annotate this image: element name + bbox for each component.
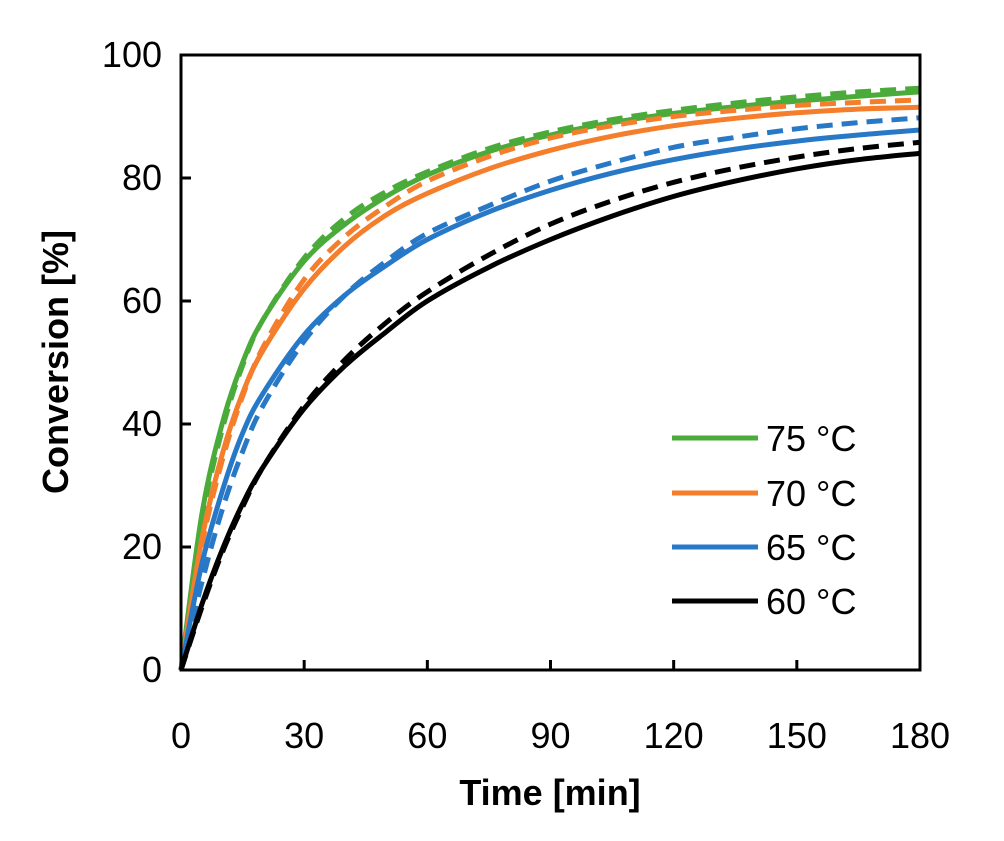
legend: 75 °C 70 °C 65 °C 60 °C xyxy=(672,418,856,622)
legend-label-60: 60 °C xyxy=(766,581,856,622)
x-axis-title: Time [min] xyxy=(459,772,640,813)
y-tick-label: 20 xyxy=(122,526,162,567)
y-tick-label: 100 xyxy=(102,34,162,75)
x-tick-label: 30 xyxy=(284,715,324,756)
series-line-75-c-model xyxy=(178,85,921,671)
y-tick-label: 0 xyxy=(142,649,162,690)
series-line-65-c-model xyxy=(178,115,921,671)
y-axis-title: Conversion [%] xyxy=(35,230,76,494)
legend-label-70: 70 °C xyxy=(766,473,856,514)
x-tick-label: 90 xyxy=(530,715,570,756)
legend-label-75: 75 °C xyxy=(766,418,856,459)
series-line-70-c-model xyxy=(178,97,921,671)
tick-layer: 0 30 60 90 120 150 180 0 20 40 60 80 100 xyxy=(102,34,950,756)
series-line-65-c xyxy=(178,127,921,671)
series-line-60-c-model xyxy=(178,139,921,671)
legend-label-65: 65 °C xyxy=(766,527,856,568)
x-tick-label: 120 xyxy=(644,715,704,756)
x-tick-label: 60 xyxy=(407,715,447,756)
x-tick-label: 150 xyxy=(767,715,827,756)
x-tick-label: 0 xyxy=(171,715,191,756)
y-tick-label: 80 xyxy=(122,157,162,198)
y-tick-label: 60 xyxy=(122,280,162,321)
series-layer xyxy=(178,85,921,671)
y-tick-label: 40 xyxy=(122,403,162,444)
x-tick-label: 180 xyxy=(890,715,950,756)
